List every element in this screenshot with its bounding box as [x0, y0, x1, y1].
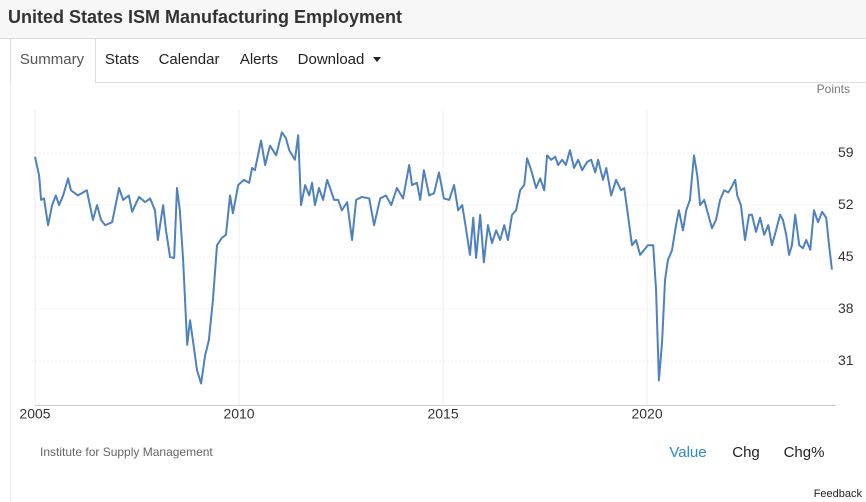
view-button[interactable]: Chg: [732, 444, 760, 461]
y-tick-label: 38: [838, 300, 854, 316]
x-tick-label: 2010: [223, 406, 254, 422]
x-tick-label: 2020: [631, 406, 662, 422]
page-title: United States ISM Manufacturing Employme…: [8, 7, 402, 27]
tab[interactable]: Alerts: [240, 51, 278, 68]
view-button[interactable]: Value: [669, 444, 706, 461]
series-line: [34, 131, 833, 385]
tab[interactable]: Calendar: [159, 51, 220, 68]
y-tick-label: 45: [838, 248, 854, 264]
x-tick-label: 2015: [427, 406, 458, 422]
tab[interactable]: Download: [298, 51, 365, 68]
view-button[interactable]: Chg%: [784, 444, 825, 461]
active-tab-box: [10, 38, 96, 83]
plot: 31 38 45 52 59 2005 2010 2015 2020: [19, 110, 854, 422]
tab[interactable]: Summary: [20, 51, 85, 68]
y-tick-label: 59: [838, 144, 854, 160]
tab[interactable]: Stats: [105, 51, 139, 68]
title-bar: [0, 0, 866, 38]
source: Institute for Supply Management: [40, 445, 213, 459]
unit-label: Points: [817, 82, 850, 96]
feedback-link[interactable]: Feedback: [814, 488, 863, 500]
x-tick-label: 2005: [19, 406, 50, 422]
y-tick-label: 52: [838, 196, 854, 212]
dropdown-caret: [373, 57, 381, 62]
y-tick-label: 31: [838, 352, 854, 368]
